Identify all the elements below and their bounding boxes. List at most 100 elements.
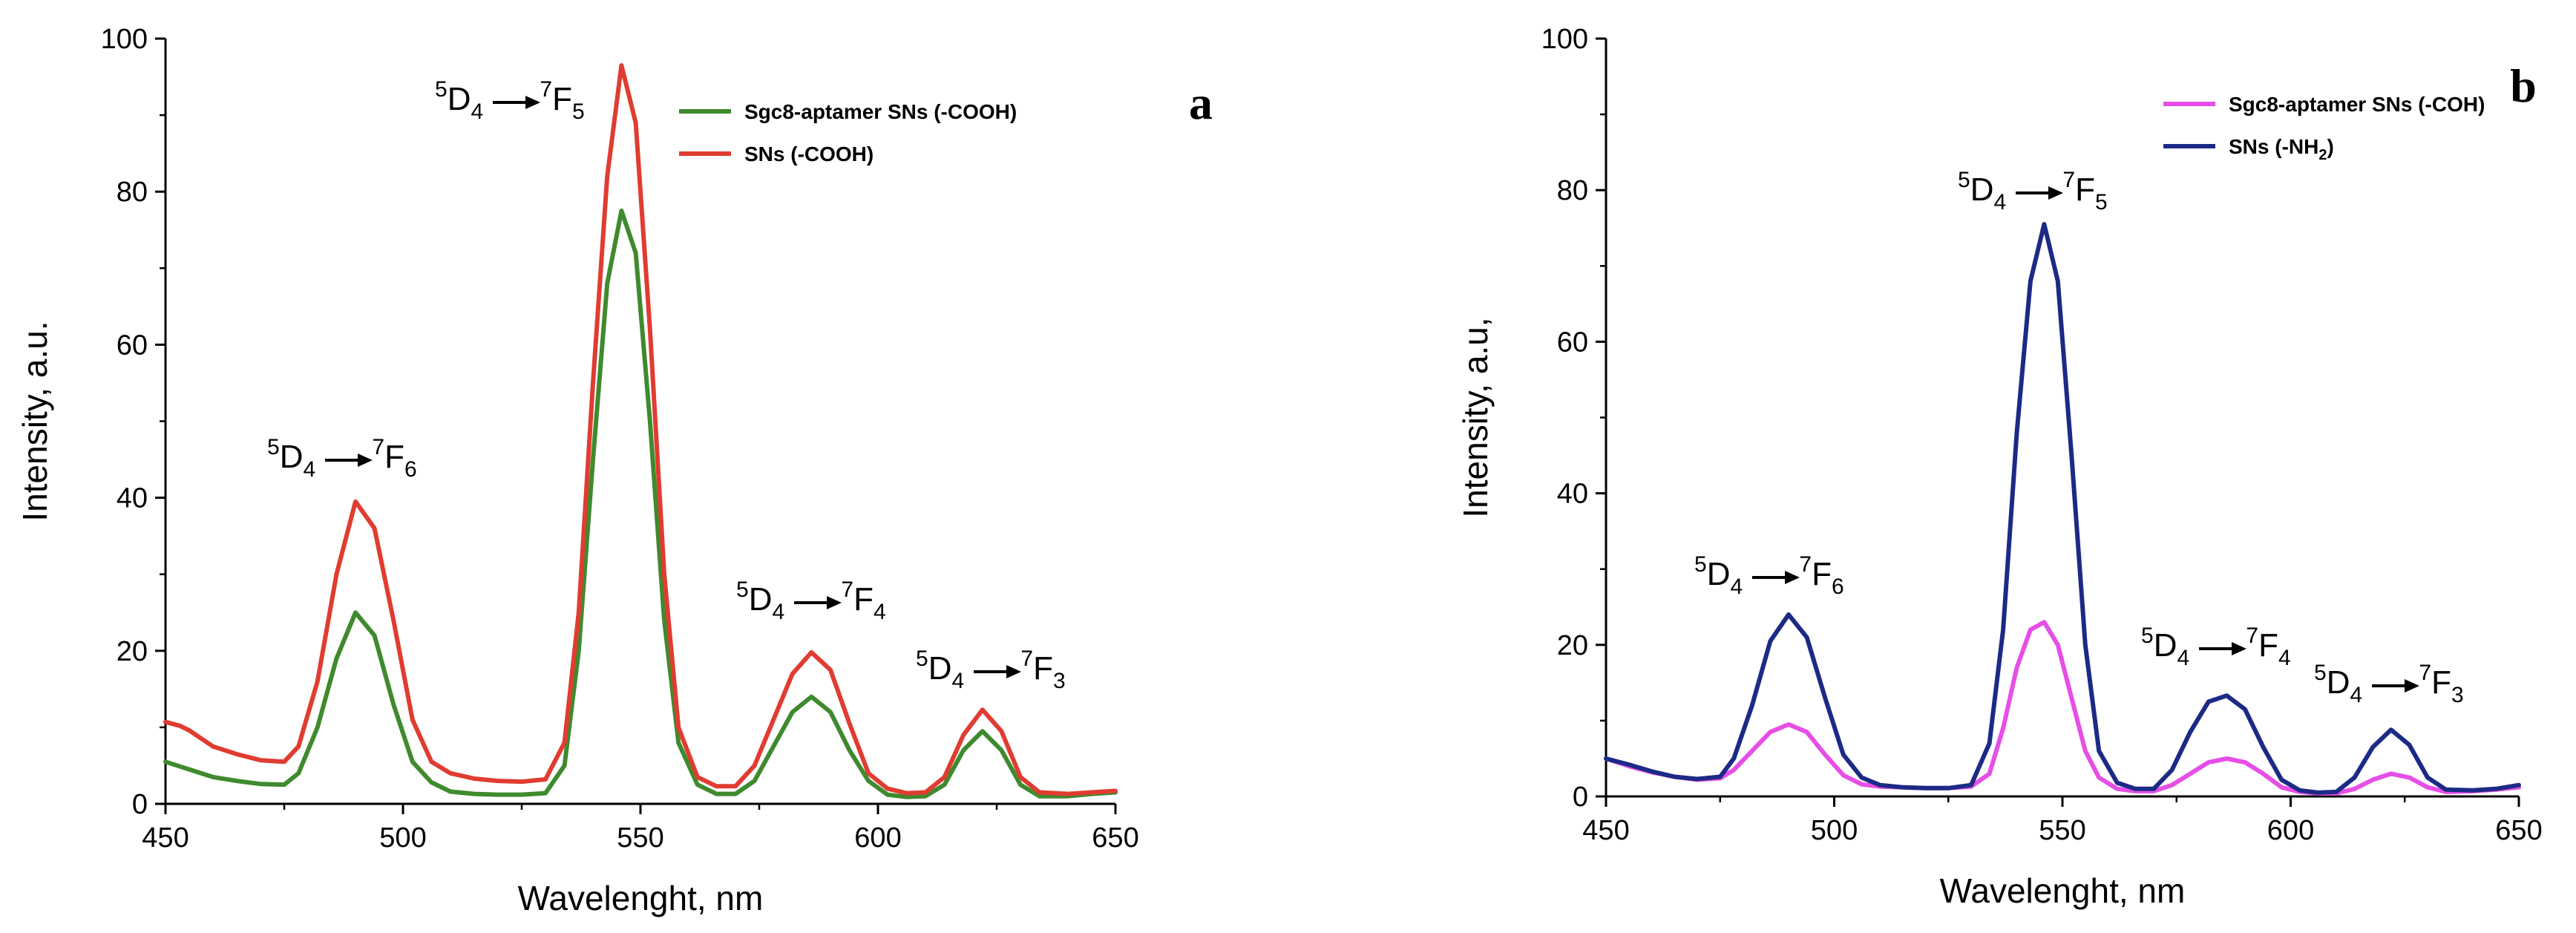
annotation-superscript: 5 <box>1958 168 1970 192</box>
annotation-superscript: 5 <box>736 577 749 602</box>
y-axis-title: Intensity, a.u. <box>16 321 54 521</box>
annotation-level: F <box>2075 171 2095 208</box>
legend-label-1: Sgc8-aptamer SNs (-COH) <box>2229 93 2485 116</box>
transition-annotation: 5D4 7F5 <box>435 77 585 124</box>
annotation-superscript: 5 <box>435 77 448 102</box>
annotation-level: F <box>1033 650 1053 687</box>
legend-label-2: SNs (-COOH) <box>744 143 874 166</box>
x-axis-title: Wavelenght, nm <box>518 879 764 917</box>
annotation-level: F <box>552 81 572 117</box>
transition-annotation: 5D4 7F3 <box>916 646 1066 693</box>
annotation-superscript: 7 <box>2419 661 2431 685</box>
annotation-superscript: 7 <box>2246 623 2258 648</box>
legend-label-suffix: ) <box>2327 135 2333 158</box>
annotation-arrow-head <box>1006 665 1021 678</box>
series-line-1 <box>163 209 1118 799</box>
annotation-superscript: 5 <box>2314 661 2327 685</box>
x-axis-title: Wavelenght, nm <box>1940 871 2186 910</box>
x-tick-label: 500 <box>379 822 426 854</box>
x-tick-label: 450 <box>142 822 189 854</box>
annotation-subscript: 4 <box>471 99 483 124</box>
y-tick-label: 20 <box>1557 630 1588 661</box>
series-line-2 <box>1604 222 2521 795</box>
series-line-1 <box>1604 620 2521 796</box>
annotation-level: F <box>2258 627 2278 664</box>
y-tick-label: 40 <box>1557 479 1588 510</box>
annotation-subscript: 4 <box>874 600 886 624</box>
annotation-superscript: 7 <box>1799 552 1812 577</box>
y-tick-label: 60 <box>117 330 148 361</box>
chart-panel-a: 450 500 550 600 650 0 20 40 60 80 100 Wavelenght, n… <box>16 24 1213 917</box>
annotation-level: D <box>448 81 471 117</box>
annotation-level: D <box>280 439 304 475</box>
annotation-subscript: 4 <box>1993 190 2006 215</box>
legend-label-2: SNs (-NH2) <box>2229 135 2334 163</box>
annotation-level: D <box>928 650 952 687</box>
legend-label-text: SNs (-COOH) <box>744 143 874 166</box>
annotation-arrow-head <box>525 96 540 109</box>
annotation-arrow-head <box>358 454 373 467</box>
y-tick-label: 0 <box>132 789 148 820</box>
transition-annotation: 5D4 7F3 <box>2314 661 2464 707</box>
annotation-subscript: 5 <box>572 99 585 124</box>
y-tick-label: 20 <box>117 636 148 667</box>
legend-label-text: Sgc8-aptamer SNs (-COH) <box>2229 93 2485 116</box>
annotation-superscript: 7 <box>2062 168 2075 192</box>
y-tick-label: 80 <box>1557 175 1588 206</box>
x-tick-label: 650 <box>2495 815 2542 846</box>
legend-label-subscript: 2 <box>2318 147 2327 163</box>
annotation-level: F <box>384 439 404 475</box>
annotation-subscript: 6 <box>404 457 417 482</box>
x-tick-label: 450 <box>1582 815 1629 846</box>
annotation-subscript: 5 <box>2095 190 2108 215</box>
x-tick-label: 500 <box>1811 815 1858 846</box>
annotation-subscript: 4 <box>2278 646 2291 670</box>
annotation-arrow-head <box>2048 186 2063 200</box>
annotation-subscript: 4 <box>951 669 964 693</box>
panel-label: a <box>1189 76 1213 129</box>
annotation-subscript: 4 <box>303 457 315 482</box>
y-tick-label: 100 <box>101 24 148 55</box>
annotation-superscript: 5 <box>1694 552 1707 577</box>
annotation-level: D <box>2154 627 2177 664</box>
y-tick-label: 80 <box>117 177 148 208</box>
annotation-arrow-head <box>1785 571 1800 584</box>
annotation-superscript: 5 <box>916 646 928 671</box>
transition-annotation: 5D4 7F4 <box>736 577 886 624</box>
series-line-2 <box>163 63 1118 796</box>
annotation-subscript: 6 <box>1832 574 1844 599</box>
annotation-superscript: 7 <box>372 435 384 459</box>
annotation-superscript: 7 <box>1020 646 1033 671</box>
annotation-subscript: 3 <box>1053 669 1066 693</box>
annotation-arrow-head <box>827 596 842 609</box>
annotation-superscript: 7 <box>540 77 552 102</box>
annotation-superscript: 5 <box>2141 623 2154 648</box>
chart-panel-b: 450 500 550 600 650 0 20 40 60 80 100 Wavelenght, n… <box>1456 24 2543 910</box>
y-tick-label: 60 <box>1557 327 1588 358</box>
legend-label-text: Sgc8-aptamer SNs (-COOH) <box>744 100 1017 123</box>
transition-annotation: 5D4 7F6 <box>267 435 417 482</box>
annotation-subscript: 4 <box>2177 646 2189 670</box>
annotation-level: D <box>1707 556 1731 592</box>
annotation-level: D <box>2327 664 2350 701</box>
annotation-level: F <box>853 581 874 618</box>
y-tick-label: 40 <box>117 483 148 514</box>
y-axis-title: Intensity, a.u, <box>1456 317 1495 517</box>
annotation-subscript: 4 <box>772 600 784 624</box>
annotation-subscript: 4 <box>1730 574 1743 599</box>
x-tick-label: 650 <box>1092 822 1138 854</box>
annotation-subscript: 4 <box>2350 683 2362 707</box>
panel-label: b <box>2510 59 2537 112</box>
y-tick-label: 100 <box>1541 24 1588 55</box>
annotation-level: D <box>749 581 773 618</box>
annotation-superscript: 5 <box>267 435 280 459</box>
y-tick-label: 0 <box>1573 782 1588 813</box>
transition-annotation: 5D4 7F5 <box>1958 168 2108 215</box>
transition-annotation: 5D4 7F6 <box>1694 552 1844 599</box>
transition-annotation: 5D4 7F4 <box>2141 623 2291 670</box>
x-tick-label: 550 <box>2039 815 2085 846</box>
x-tick-label: 600 <box>2267 815 2314 846</box>
annotation-arrow-head <box>2232 642 2246 655</box>
annotation-subscript: 3 <box>2451 683 2464 707</box>
